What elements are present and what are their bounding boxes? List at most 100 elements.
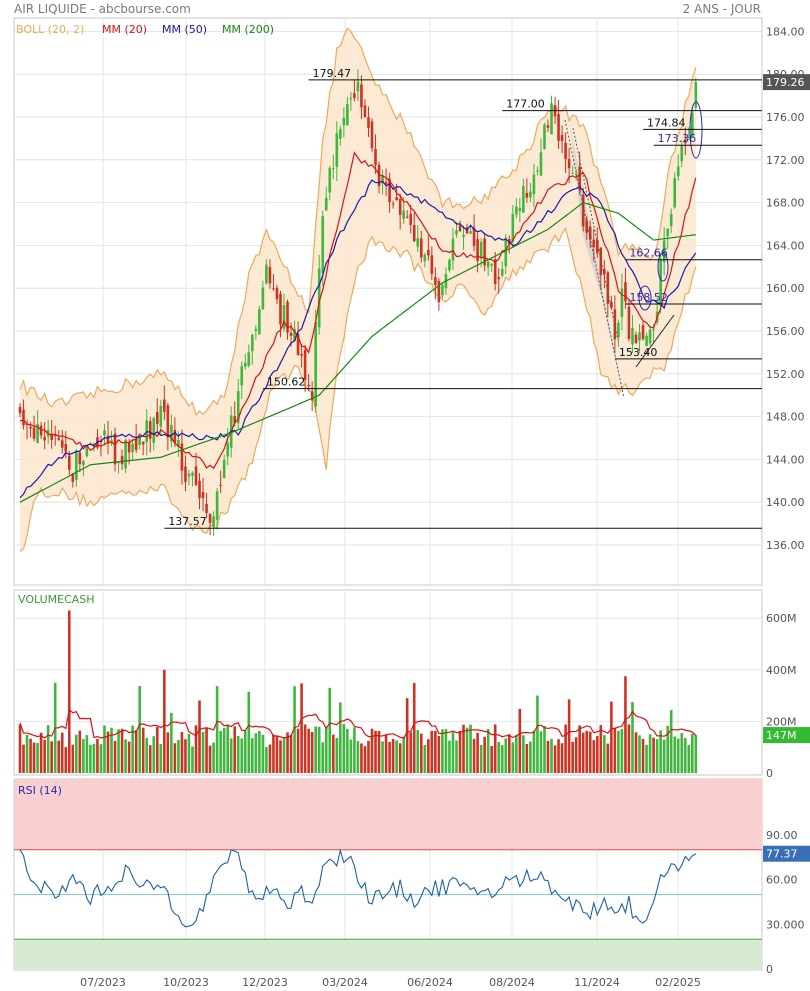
volume-bar xyxy=(103,725,106,773)
candle-body xyxy=(324,197,328,211)
candle-body xyxy=(310,391,314,401)
volume-bar xyxy=(409,732,413,773)
volume-bar xyxy=(588,731,592,773)
volume-bar xyxy=(627,724,631,773)
candle-body xyxy=(592,239,596,248)
volume-bar xyxy=(339,702,342,773)
price-tick-label: 156.00 xyxy=(766,325,805,338)
date-tick-label: 03/2024 xyxy=(322,976,368,989)
volume-bar xyxy=(416,729,420,773)
candle-body xyxy=(522,186,525,213)
volume-bar xyxy=(113,740,117,773)
volume-bar xyxy=(233,726,237,773)
candle-body xyxy=(60,440,64,448)
candle-body xyxy=(588,226,592,240)
candle-body xyxy=(314,322,317,407)
candle-body xyxy=(377,164,381,187)
volume-bar xyxy=(152,736,156,773)
volume-title: VOLUMECASH xyxy=(18,593,95,606)
volume-bar xyxy=(184,739,187,773)
volume-bar xyxy=(617,730,620,773)
highlight-ellipse xyxy=(689,101,703,159)
candle-body xyxy=(268,266,272,284)
candle-body xyxy=(67,455,71,470)
volume-bar xyxy=(613,727,617,773)
volume-bar xyxy=(106,731,110,773)
volume-bar xyxy=(444,729,448,773)
volume-bar xyxy=(138,686,141,773)
legend-entry: MM (20) xyxy=(102,23,147,36)
candle-body xyxy=(398,199,402,215)
candle-body xyxy=(441,285,444,296)
volume-bar xyxy=(455,740,458,773)
volume-bar xyxy=(148,745,152,773)
volume-bar xyxy=(198,700,201,773)
volume-bar xyxy=(166,732,170,773)
candle-body xyxy=(483,238,486,266)
volume-bar xyxy=(247,691,251,773)
candle-body xyxy=(511,213,515,242)
volume-bar xyxy=(374,730,377,773)
candle-body xyxy=(198,480,201,499)
volume-bar xyxy=(448,740,451,773)
volume-bar xyxy=(296,728,300,773)
volume-bar xyxy=(155,726,159,773)
volume-bar xyxy=(78,730,82,773)
volume-bar xyxy=(57,740,61,773)
candle-body xyxy=(567,159,571,169)
candle-body xyxy=(497,277,501,280)
candle-body xyxy=(18,406,22,414)
candle-body xyxy=(279,293,282,325)
candle-body xyxy=(103,430,106,436)
trend-line-dotted xyxy=(572,127,619,341)
moving-averages xyxy=(19,101,703,503)
volume-bar xyxy=(36,742,39,773)
candle-body xyxy=(300,353,303,356)
volume-bar xyxy=(676,738,680,773)
volume-bar xyxy=(286,732,289,773)
level-label: 150.62 xyxy=(267,376,306,389)
candle-body xyxy=(43,436,46,441)
volume-bar xyxy=(560,743,564,773)
candle-body xyxy=(296,333,300,356)
candle-body xyxy=(490,263,493,266)
date-tick-label: 12/2023 xyxy=(242,976,288,989)
legend-entry: MM (200) xyxy=(222,23,274,36)
candle-body xyxy=(106,435,110,444)
volume-bar xyxy=(687,744,691,773)
volume-bar xyxy=(272,734,275,773)
candle-body xyxy=(423,254,427,262)
candle-body xyxy=(331,168,335,170)
candle-body xyxy=(282,305,286,329)
candle-body xyxy=(247,352,251,366)
candle-body xyxy=(539,152,543,176)
candle-body xyxy=(448,259,451,271)
highlight-ellipse xyxy=(657,252,669,282)
rsi-tick-label: 0 xyxy=(766,963,773,976)
candle-body xyxy=(669,214,673,227)
price-tick-label: 164.00 xyxy=(766,239,805,252)
candle-body xyxy=(374,148,377,166)
price-tick-label: 144.00 xyxy=(766,453,805,466)
candle-body xyxy=(638,332,641,341)
volume-bar xyxy=(412,682,416,773)
volume-bar xyxy=(360,743,363,773)
candle-body xyxy=(493,259,497,284)
candle-body xyxy=(82,460,85,466)
candle-body xyxy=(673,178,677,208)
volume-bar xyxy=(43,739,46,773)
volume-bar xyxy=(331,734,335,773)
candle-body xyxy=(184,466,187,482)
volume-bar xyxy=(282,737,286,773)
axis-labels: 184.00180.00176.00172.00168.00164.00160.… xyxy=(80,25,810,989)
volume-bar xyxy=(599,725,603,773)
level-label: 177.00 xyxy=(506,98,545,111)
candle-body xyxy=(205,503,208,513)
rsi-tick-label: 90.00 xyxy=(766,829,798,842)
price-tick-label: 148.00 xyxy=(766,411,805,424)
volume-bar xyxy=(465,727,469,773)
candle-body xyxy=(201,492,205,499)
volume-bar xyxy=(89,744,92,773)
rsi-title: RSI (14) xyxy=(18,784,62,797)
